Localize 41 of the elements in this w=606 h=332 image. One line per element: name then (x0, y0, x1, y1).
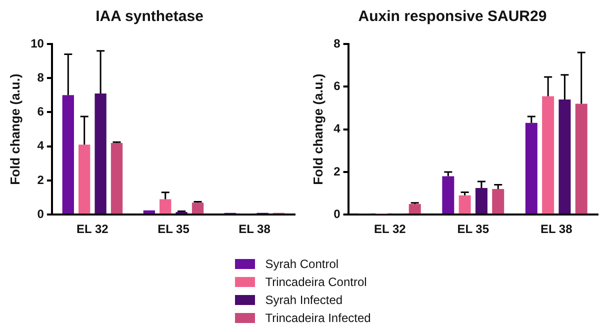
y-tick-label: 10 (30, 36, 44, 50)
legend-label: Syrah Control (265, 256, 339, 270)
y-tick-label: 8 (37, 70, 44, 84)
bar (558, 99, 571, 214)
x-tick-label: EL 35 (158, 222, 190, 236)
y-tick-label: 2 (37, 172, 44, 187)
y-tick-label: 0 (37, 206, 44, 221)
legend-label: Syrah Infected (265, 292, 343, 306)
bar (575, 104, 588, 214)
y-tick-label: 4 (37, 138, 44, 153)
y-axis-title: Fold change (a.u.) (7, 74, 22, 185)
bar (542, 96, 554, 214)
bar (525, 122, 538, 214)
y-tick-label: 0 (334, 206, 341, 221)
bar (408, 204, 421, 214)
y-tick-label: 6 (37, 104, 44, 119)
x-tick-label: EL 32 (374, 222, 406, 236)
x-tick-label: EL 35 (457, 222, 490, 236)
y-tick-label: 8 (334, 36, 341, 50)
y-tick-label: 6 (334, 78, 341, 93)
x-tick-label: EL 38 (238, 222, 271, 236)
y-tick-label: 4 (334, 122, 341, 136)
chart-title: IAA synthetase (96, 8, 204, 26)
bar (458, 195, 471, 214)
bar (475, 188, 488, 214)
bar (110, 142, 123, 214)
bar (192, 202, 204, 214)
bar (62, 95, 74, 214)
bar (78, 144, 90, 214)
chart-title: Auxin responsive SAUR29 (358, 8, 547, 26)
y-tick-label: 2 (334, 164, 341, 178)
bar (143, 210, 155, 214)
bar (160, 199, 172, 214)
bar (442, 176, 454, 214)
legend-label: Trincadeira Infected (265, 310, 371, 324)
x-tick-label: EL 38 (540, 222, 573, 236)
legend-label: Trincadeira Control (265, 274, 367, 288)
y-axis-title: Fold change (a.u.) (310, 74, 326, 185)
bar (94, 93, 106, 214)
x-tick-label: EL 32 (76, 222, 109, 236)
bar (492, 189, 504, 214)
